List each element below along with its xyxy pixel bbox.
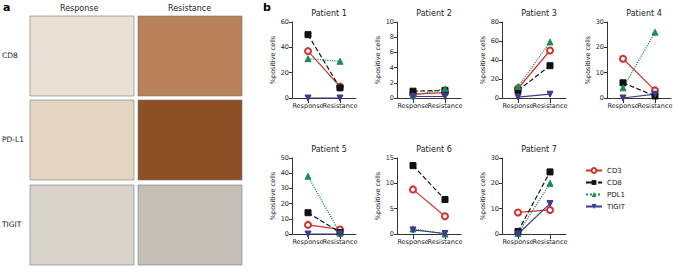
svg-text:Response: Response bbox=[607, 102, 638, 110]
svg-text:40: 40 bbox=[281, 169, 289, 177]
svg-text:60: 60 bbox=[281, 18, 289, 26]
svg-text:10: 10 bbox=[386, 18, 394, 26]
svg-text:0: 0 bbox=[495, 94, 499, 102]
svg-text:%positive cells: %positive cells bbox=[374, 35, 382, 84]
svg-text:50: 50 bbox=[281, 154, 289, 162]
svg-text:4: 4 bbox=[390, 64, 394, 72]
svg-text:Resistance: Resistance bbox=[637, 102, 672, 110]
svg-text:10: 10 bbox=[596, 69, 604, 77]
svg-text:0: 0 bbox=[285, 94, 289, 102]
svg-text:10: 10 bbox=[281, 215, 289, 223]
svg-text:Patient 6: Patient 6 bbox=[416, 145, 452, 154]
svg-text:a: a bbox=[3, 1, 10, 14]
svg-text:Resistance: Resistance bbox=[168, 4, 211, 13]
svg-text:5: 5 bbox=[390, 205, 394, 213]
svg-text:Resistance: Resistance bbox=[427, 102, 462, 110]
svg-text:Resistance: Resistance bbox=[322, 238, 357, 246]
svg-text:0: 0 bbox=[285, 230, 289, 238]
svg-text:80: 80 bbox=[491, 18, 499, 26]
svg-text:Resistance: Resistance bbox=[322, 102, 357, 110]
svg-text:8: 8 bbox=[390, 33, 394, 41]
svg-text:Patient 5: Patient 5 bbox=[311, 145, 347, 154]
svg-text:PDL1: PDL1 bbox=[607, 191, 625, 199]
svg-text:TIGIT: TIGIT bbox=[606, 203, 626, 211]
svg-text:30: 30 bbox=[281, 184, 289, 192]
svg-text:%positive cells: %positive cells bbox=[374, 171, 382, 220]
svg-text:Patient 2: Patient 2 bbox=[416, 9, 452, 18]
svg-text:20: 20 bbox=[491, 179, 499, 187]
svg-text:Resistance: Resistance bbox=[532, 238, 567, 246]
svg-text:0: 0 bbox=[390, 94, 394, 102]
svg-text:10: 10 bbox=[491, 205, 499, 213]
svg-text:Response: Response bbox=[292, 102, 323, 110]
svg-text:%positive cells: %positive cells bbox=[479, 171, 487, 220]
svg-text:%positive cells: %positive cells bbox=[584, 35, 592, 84]
svg-text:0: 0 bbox=[600, 94, 604, 102]
svg-text:Resistance: Resistance bbox=[427, 238, 462, 246]
svg-text:PD-L1: PD-L1 bbox=[2, 135, 24, 144]
svg-text:b: b bbox=[263, 1, 271, 14]
svg-text:Response: Response bbox=[60, 4, 99, 13]
svg-text:TIGIT: TIGIT bbox=[1, 220, 22, 229]
svg-text:CD3: CD3 bbox=[607, 167, 622, 175]
svg-text:10: 10 bbox=[386, 179, 394, 187]
svg-text:CD8: CD8 bbox=[2, 51, 18, 60]
svg-text:%positive cells: %positive cells bbox=[269, 35, 277, 84]
svg-text:Response: Response bbox=[397, 238, 428, 246]
svg-text:Response: Response bbox=[397, 102, 428, 110]
svg-text:Patient 1: Patient 1 bbox=[311, 9, 347, 18]
svg-text:2: 2 bbox=[390, 79, 394, 87]
svg-text:20: 20 bbox=[281, 200, 289, 208]
svg-text:20: 20 bbox=[281, 69, 289, 77]
svg-text:Response: Response bbox=[502, 238, 533, 246]
svg-text:20: 20 bbox=[491, 75, 499, 83]
svg-text:Response: Response bbox=[502, 102, 533, 110]
svg-text:0: 0 bbox=[495, 230, 499, 238]
svg-text:CD8: CD8 bbox=[607, 179, 622, 187]
svg-text:40: 40 bbox=[281, 43, 289, 51]
svg-text:30: 30 bbox=[491, 154, 499, 162]
svg-text:Patient 3: Patient 3 bbox=[521, 9, 557, 18]
svg-text:Response: Response bbox=[292, 238, 323, 246]
svg-text:15: 15 bbox=[386, 154, 394, 162]
svg-text:%positive cells: %positive cells bbox=[479, 35, 487, 84]
svg-text:0: 0 bbox=[390, 230, 394, 238]
svg-text:40: 40 bbox=[491, 56, 499, 64]
svg-text:Patient 4: Patient 4 bbox=[626, 9, 662, 18]
svg-text:%positive cells: %positive cells bbox=[269, 171, 277, 220]
svg-text:Patient 7: Patient 7 bbox=[521, 145, 557, 154]
svg-text:60: 60 bbox=[491, 37, 499, 45]
svg-text:30: 30 bbox=[596, 18, 604, 26]
svg-text:6: 6 bbox=[390, 48, 394, 56]
svg-text:Resistance: Resistance bbox=[532, 102, 567, 110]
svg-text:20: 20 bbox=[596, 43, 604, 51]
